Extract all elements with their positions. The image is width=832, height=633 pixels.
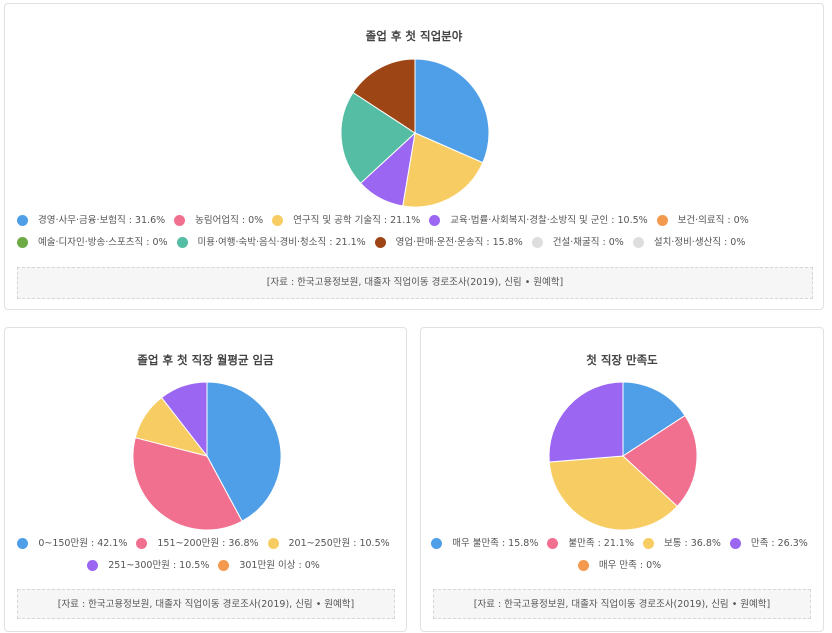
pie-slice-3 bbox=[402, 132, 484, 208]
chart-legend: 매우 불만족 : 15.8% 불만족 : 21.1% 보통 : 36.8% 만족 : … bbox=[431, 534, 817, 578]
legend-marker bbox=[17, 538, 29, 549]
legend-item[interactable]: 농림어업직 : 0% bbox=[174, 211, 263, 230]
pie-slice-1 bbox=[206, 381, 282, 522]
legend-item[interactable]: 경영·사무·금융·보험직 : 31.6% bbox=[17, 211, 165, 230]
legend-item[interactable]: 불만족 : 21.1% bbox=[547, 534, 634, 553]
legend-label: 151~200만원 : 36.8% bbox=[157, 538, 259, 549]
legend-label: 농림어업직 : 0% bbox=[195, 215, 264, 226]
legend-marker bbox=[577, 560, 589, 571]
legend-marker bbox=[656, 215, 668, 226]
pie-slice-7 bbox=[340, 91, 416, 184]
pie-chart bbox=[340, 58, 490, 208]
chart-legend: 경영·사무·금융·보험직 : 31.6% 농림어업직 : 0% 연구직 및 공학 기… bbox=[17, 211, 817, 255]
legend-item[interactable]: 미용·여행·숙박·음식·경비·청소직 : 21.1% bbox=[176, 233, 366, 252]
legend-marker bbox=[431, 538, 443, 549]
legend-item[interactable]: 151~200만원 : 36.8% bbox=[136, 534, 259, 553]
legend-label: 영업·판매·운전·운송직 : 15.8% bbox=[395, 237, 523, 248]
legend-label: 불만족 : 21.1% bbox=[568, 538, 634, 549]
pie-chart bbox=[132, 381, 282, 531]
legend-marker bbox=[267, 538, 279, 549]
legend-item[interactable]: 201~250만원 : 10.5% bbox=[267, 534, 390, 553]
pie-chart bbox=[548, 381, 698, 531]
legend-item[interactable]: 251~300만원 : 10.5% bbox=[87, 556, 209, 575]
legend-marker bbox=[174, 215, 186, 226]
legend-item[interactable]: 보건·의료직 : 0% bbox=[656, 211, 749, 230]
legend-label: 0~150만원 : 42.1% bbox=[38, 538, 128, 549]
legend-label: 설치·정비·생산직 : 0% bbox=[653, 237, 746, 248]
legend-item[interactable]: 설치·정비·생산직 : 0% bbox=[632, 233, 746, 252]
legend-marker bbox=[632, 237, 644, 248]
pie-slice-3 bbox=[548, 455, 678, 531]
legend-label: 경영·사무·금융·보험직 : 31.6% bbox=[38, 215, 166, 226]
legend-item[interactable]: 0~150만원 : 42.1% bbox=[17, 534, 127, 553]
legend-label: 연구직 및 공학 기술직 : 21.1% bbox=[293, 215, 421, 226]
chart-title: 첫 직장 만족도 bbox=[586, 353, 658, 367]
pie-slice-4 bbox=[160, 381, 208, 458]
legend-item[interactable]: 301만원 이상 : 0% bbox=[218, 556, 320, 575]
legend-label: 매우 만족 : 0% bbox=[598, 560, 662, 571]
legend-marker bbox=[547, 538, 559, 549]
source-note: [자료 : 한국고용정보원, 대졸자 직업이동 경로조사(2019), 신림 •… bbox=[433, 589, 811, 619]
legend-marker bbox=[729, 538, 741, 549]
chart-title: 졸업 후 첫 직장 월평균 임금 bbox=[137, 353, 274, 367]
pie-slice-1 bbox=[622, 381, 686, 457]
pie-slice-4 bbox=[548, 381, 624, 463]
legend-item[interactable]: 보통 : 36.8% bbox=[642, 534, 721, 553]
chart-title: 졸업 후 첫 직업분야 bbox=[365, 29, 463, 43]
pie-slice-2 bbox=[132, 437, 243, 531]
chart-card-wage: 졸업 후 첫 직장 월평균 임금 0~150만원 : 42.1% 151~200만… bbox=[4, 327, 407, 632]
legend-marker bbox=[374, 237, 386, 248]
legend-label: 매우 불만족 : 15.8% bbox=[452, 538, 539, 549]
legend-marker bbox=[429, 215, 441, 226]
source-note: [자료 : 한국고용정보원, 대졸자 직업이동 경로조사(2019), 신림 •… bbox=[17, 267, 813, 299]
legend-label: 251~300만원 : 10.5% bbox=[108, 560, 210, 571]
pie-slice-8 bbox=[352, 58, 416, 134]
legend-item[interactable]: 연구직 및 공학 기술직 : 21.1% bbox=[272, 211, 420, 230]
legend-label: 만족 : 26.3% bbox=[750, 538, 808, 549]
legend-marker bbox=[17, 237, 28, 248]
legend-marker bbox=[17, 215, 28, 226]
legend-marker bbox=[218, 560, 230, 571]
chart-legend: 0~150만원 : 42.1% 151~200만원 : 36.8% 201~250만… bbox=[15, 534, 401, 578]
legend-label: 예술·디자인·방송·스포츠직 : 0% bbox=[38, 237, 168, 248]
legend-label: 201~250만원 : 10.5% bbox=[288, 538, 390, 549]
legend-item[interactable]: 영업·판매·운전·운송직 : 15.8% bbox=[374, 233, 523, 252]
pie-slice-2 bbox=[622, 414, 698, 508]
legend-marker bbox=[272, 215, 284, 226]
legend-label: 미용·여행·숙박·음식·경비·청소직 : 21.1% bbox=[197, 237, 366, 248]
legend-marker bbox=[87, 560, 99, 571]
legend-label: 보건·의료직 : 0% bbox=[677, 215, 749, 226]
chart-card-satisfaction: 첫 직장 만족도 매우 불만족 : 15.8% 불만족 : 21.1% 보통 : 3… bbox=[420, 327, 824, 632]
legend-marker bbox=[136, 538, 148, 549]
legend-item[interactable]: 교육·법률·사회복지·경찰·소방직 및 군인 : 10.5% bbox=[429, 211, 648, 230]
legend-label: 보통 : 36.8% bbox=[663, 538, 721, 549]
legend-label: 건설·채굴직 : 0% bbox=[552, 237, 624, 248]
chart-card-job-field: 졸업 후 첫 직업분야 경영·사무·금융·보험직 : 31.6% 농림어업직 : … bbox=[4, 3, 824, 310]
legend-item[interactable]: 예술·디자인·방송·스포츠직 : 0% bbox=[17, 233, 168, 252]
legend-label: 교육·법률·사회복지·경찰·소방직 및 군인 : 10.5% bbox=[450, 215, 648, 226]
legend-marker bbox=[531, 237, 543, 248]
legend-item[interactable]: 매우 만족 : 0% bbox=[577, 556, 662, 575]
legend-item[interactable]: 건설·채굴직 : 0% bbox=[531, 233, 624, 252]
source-note: [자료 : 한국고용정보원, 대졸자 직업이동 경로조사(2019), 신림 •… bbox=[17, 589, 395, 619]
pie-slice-1 bbox=[414, 58, 490, 164]
legend-item[interactable]: 만족 : 26.3% bbox=[729, 534, 808, 553]
legend-label: 301만원 이상 : 0% bbox=[239, 560, 320, 571]
legend-marker bbox=[642, 538, 654, 549]
legend-item[interactable]: 매우 불만족 : 15.8% bbox=[431, 534, 538, 553]
legend-marker bbox=[176, 237, 188, 248]
